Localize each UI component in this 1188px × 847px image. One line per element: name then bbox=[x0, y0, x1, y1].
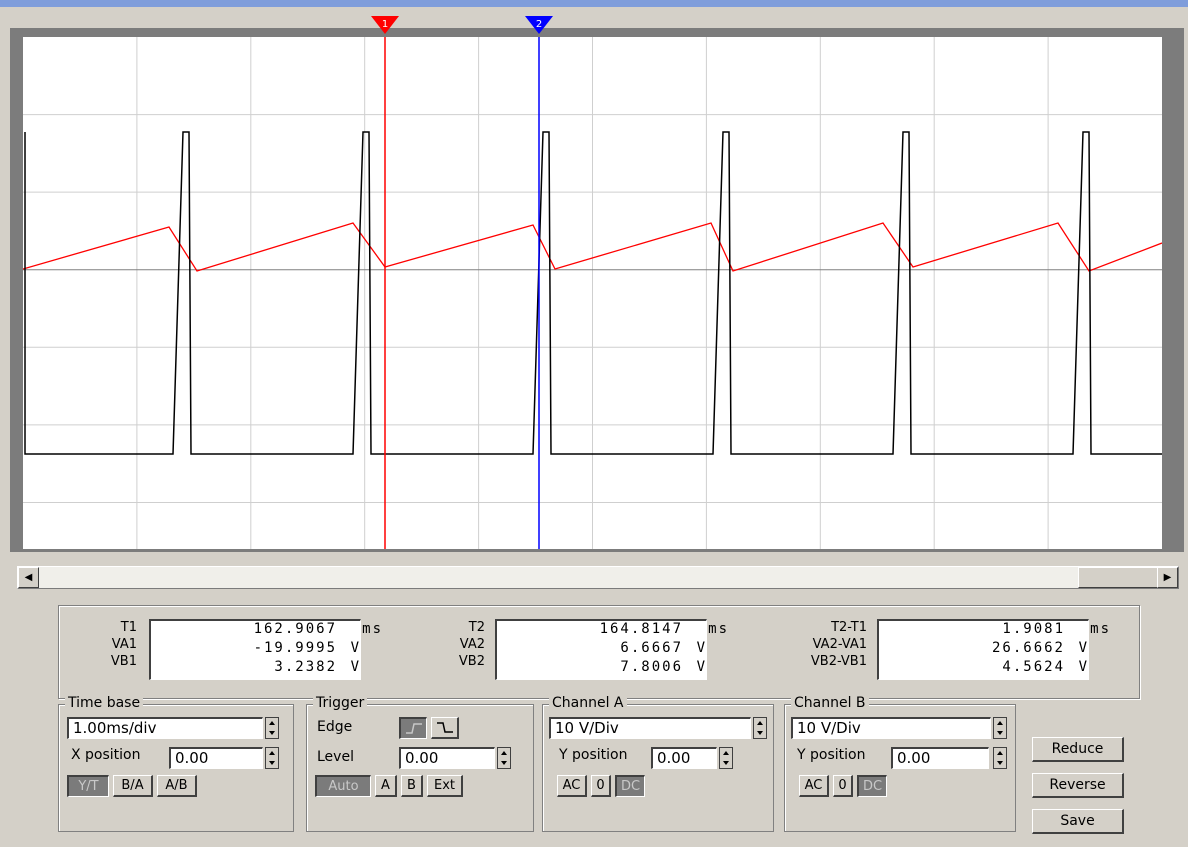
t2-label: T2 bbox=[468, 620, 485, 635]
t1-labels: T1 VA1 VB1 bbox=[59, 619, 137, 670]
falling-edge-icon bbox=[436, 722, 453, 733]
channel-a-ypos-spinner[interactable] bbox=[719, 747, 733, 769]
va2-va1-label: VA2-VA1 bbox=[812, 637, 867, 652]
x-position-field[interactable]: 0.00 bbox=[169, 747, 263, 769]
va2-unit: V bbox=[696, 640, 707, 656]
channel-a-ac-button[interactable]: AC bbox=[557, 775, 587, 797]
t2-value: 164.8147 bbox=[599, 621, 683, 637]
reverse-button[interactable]: Reverse bbox=[1032, 773, 1124, 798]
channel-a-trace bbox=[22, 222, 1163, 272]
channel-a-title: Channel A bbox=[549, 695, 627, 711]
scope-grid bbox=[23, 37, 1162, 549]
channel-a-scale-spinner[interactable] bbox=[753, 717, 767, 739]
rising-edge-button[interactable] bbox=[399, 717, 427, 739]
va1-unit: V bbox=[350, 640, 361, 656]
t1-label: T1 bbox=[120, 620, 137, 635]
channel-b-ypos-field[interactable]: 0.00 bbox=[891, 747, 989, 769]
channel-a-group: Channel A 10 V/Div Y position 0.00 AC 0 … bbox=[542, 695, 774, 832]
t2-t1-label: T2-T1 bbox=[831, 620, 867, 635]
save-button[interactable]: Save bbox=[1032, 809, 1124, 834]
trigger-auto-button[interactable]: Auto bbox=[315, 775, 371, 797]
horizontal-scrollbar[interactable]: ◀ ▶ bbox=[17, 566, 1179, 589]
channel-b-ypos-spinner[interactable] bbox=[993, 747, 1007, 769]
t2-unit: ms bbox=[708, 621, 729, 637]
t1-unit: ms bbox=[362, 621, 383, 637]
t1-value: 162.9067 bbox=[253, 621, 337, 637]
x-position-label: X position bbox=[71, 747, 141, 763]
channel-b-ac-button[interactable]: AC bbox=[799, 775, 829, 797]
channel-b-title: Channel B bbox=[791, 695, 869, 711]
channel-b-zero-button[interactable]: 0 bbox=[833, 775, 853, 797]
t2-t1-unit: ms bbox=[1090, 621, 1111, 637]
trigger-title: Trigger bbox=[313, 695, 368, 711]
trigger-b-button[interactable]: B bbox=[401, 775, 423, 797]
scope-screen bbox=[22, 37, 1163, 549]
channel-a-scale-field[interactable]: 10 V/Div bbox=[549, 717, 751, 739]
vb2-label: VB2 bbox=[458, 654, 485, 669]
cursor-readout-panel: T1 VA1 VB1 162.9067 ms -19.9995 V 3.2382… bbox=[58, 605, 1140, 699]
timebase-group: Time base 1.00ms/div X position 0.00 Y/T… bbox=[58, 695, 294, 832]
edge-label: Edge bbox=[317, 719, 353, 735]
x-position-spinner[interactable] bbox=[265, 747, 279, 769]
vb1-label: VB1 bbox=[110, 654, 137, 669]
vb1-unit: V bbox=[350, 659, 361, 675]
scroll-thumb[interactable] bbox=[1078, 567, 1160, 588]
vb2-vb1-unit: V bbox=[1078, 659, 1089, 675]
channel-a-dc-button[interactable]: DC bbox=[615, 775, 645, 797]
timebase-title: Time base bbox=[65, 695, 144, 711]
window-top-bar bbox=[0, 0, 1188, 7]
t2-labels: T2 VA2 VB2 bbox=[419, 619, 485, 670]
channel-a-ypos-field[interactable]: 0.00 bbox=[651, 747, 717, 769]
vb2-vb1-label: VB2-VB1 bbox=[810, 654, 867, 669]
trigger-ext-button[interactable]: Ext bbox=[427, 775, 463, 797]
va1-value: -19.9995 bbox=[253, 640, 337, 656]
diff-readout-box: 1.9081 ms 26.6662 V 4.5624 V bbox=[877, 619, 1109, 680]
rising-edge-icon bbox=[405, 723, 422, 734]
diff-labels: T2-T1 VA2-VA1 VB2-VB1 bbox=[759, 619, 867, 670]
va2-va1-unit: V bbox=[1078, 640, 1089, 656]
cursor-1-label: 1 bbox=[382, 19, 388, 30]
falling-edge-button[interactable] bbox=[431, 717, 459, 739]
t1-readout-box: 162.9067 ms -19.9995 V 3.2382 V bbox=[149, 619, 381, 680]
vb2-unit: V bbox=[696, 659, 707, 675]
trigger-a-button[interactable]: A bbox=[375, 775, 397, 797]
level-label: Level bbox=[317, 749, 354, 765]
cursor-2-marker[interactable]: 2 bbox=[525, 16, 553, 34]
vb1-value: 3.2382 bbox=[274, 659, 337, 675]
va2-value: 6.6667 bbox=[620, 640, 683, 656]
channel-b-group: Channel B 10 V/Div Y position 0.00 AC 0 … bbox=[784, 695, 1016, 832]
mode-ab-button[interactable]: A/B bbox=[157, 775, 197, 797]
channel-b-scale-spinner[interactable] bbox=[993, 717, 1007, 739]
vb2-value: 7.8006 bbox=[620, 659, 683, 675]
channel-b-trace bbox=[24, 131, 1162, 455]
va1-label: VA1 bbox=[111, 637, 137, 652]
timebase-scale-field[interactable]: 1.00ms/div bbox=[67, 717, 263, 739]
va2-label: VA2 bbox=[459, 637, 485, 652]
t2-t1-value: 1.9081 bbox=[1002, 621, 1065, 637]
t2-readout-box: 164.8147 ms 6.6667 V 7.8006 V bbox=[495, 619, 727, 680]
trigger-level-spinner[interactable] bbox=[497, 747, 511, 769]
mode-yt-button[interactable]: Y/T bbox=[67, 775, 109, 797]
cursor-2-label: 2 bbox=[536, 19, 542, 30]
channel-b-scale-field[interactable]: 10 V/Div bbox=[791, 717, 991, 739]
trigger-level-field[interactable]: 0.00 bbox=[399, 747, 495, 769]
mode-ba-button[interactable]: B/A bbox=[113, 775, 153, 797]
cursor-1-marker[interactable]: 1 bbox=[371, 16, 399, 34]
scope-plot bbox=[22, 37, 1163, 549]
channel-b-dc-button[interactable]: DC bbox=[857, 775, 887, 797]
channel-a-zero-button[interactable]: 0 bbox=[591, 775, 611, 797]
channel-a-ypos-label: Y position bbox=[559, 747, 628, 763]
timebase-scale-spinner[interactable] bbox=[265, 717, 279, 739]
va2-va1-value: 26.6662 bbox=[991, 640, 1065, 656]
trigger-group: Trigger Edge Level 0.00 Auto A B Ext bbox=[306, 695, 534, 832]
reduce-button[interactable]: Reduce bbox=[1032, 737, 1124, 762]
scroll-right-button[interactable]: ▶ bbox=[1157, 567, 1178, 588]
vb2-vb1-value: 4.5624 bbox=[1002, 659, 1065, 675]
scroll-left-button[interactable]: ◀ bbox=[18, 567, 39, 588]
channel-b-ypos-label: Y position bbox=[797, 747, 866, 763]
